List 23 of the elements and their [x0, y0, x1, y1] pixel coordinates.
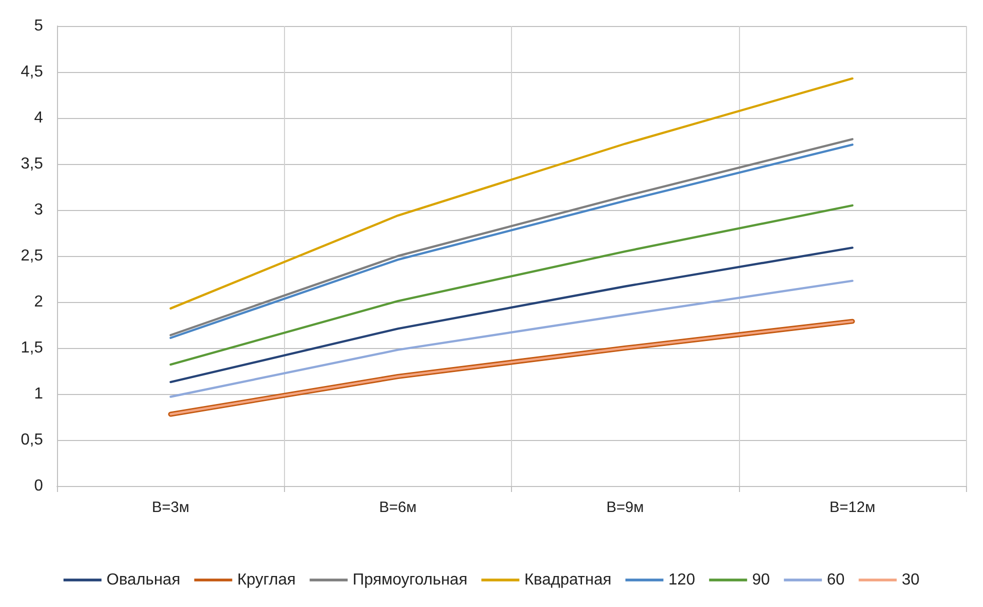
- legend-label: 30: [902, 572, 920, 588]
- legend-label: 90: [752, 572, 770, 588]
- y-tick-label: 2,5: [20, 248, 44, 264]
- x-tick-label: B=12м: [829, 499, 876, 516]
- y-tick-label: 0: [34, 478, 44, 494]
- legend-label: Овальная: [106, 572, 180, 588]
- x-tick-label: B=9м: [606, 499, 644, 516]
- legend-label: Квадратная: [524, 572, 612, 588]
- legend-label: Круглая: [237, 572, 296, 588]
- legend-label: 120: [668, 572, 696, 588]
- legend-label: 60: [826, 572, 845, 588]
- y-tick-label: 4: [34, 110, 44, 126]
- x-tick-label: B=6м: [379, 499, 417, 516]
- legend-label: Прямоугольная: [352, 572, 468, 588]
- y-tick-label: 0,5: [20, 432, 44, 448]
- y-tick-label: 2: [34, 294, 44, 310]
- y-tick-label: 3: [34, 202, 44, 218]
- y-tick-label: 4,5: [20, 64, 44, 80]
- y-tick-label: 3,5: [20, 156, 44, 172]
- x-tick-label: B=3м: [152, 499, 190, 516]
- y-tick-label: 1: [34, 386, 44, 402]
- y-tick-label: 5: [34, 18, 44, 34]
- y-tick-label: 1,5: [20, 340, 44, 356]
